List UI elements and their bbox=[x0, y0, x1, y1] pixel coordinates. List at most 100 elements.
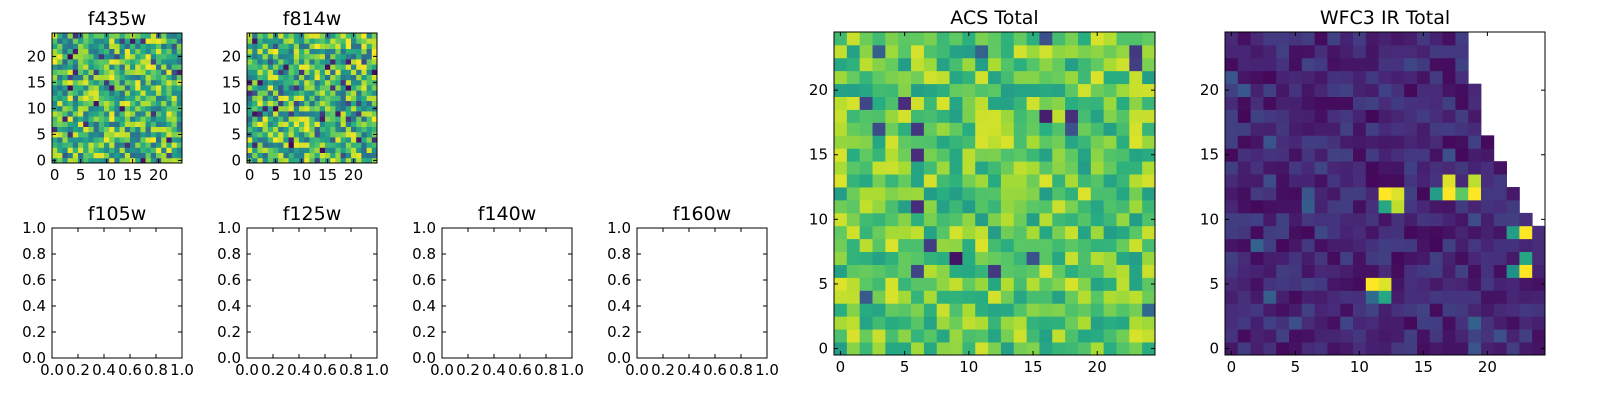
heatmap-cell bbox=[1353, 32, 1367, 46]
heatmap-cell bbox=[351, 105, 357, 112]
heatmap-cell bbox=[975, 212, 989, 227]
heatmap-cell bbox=[1391, 199, 1405, 214]
heatmap-cell bbox=[247, 74, 253, 81]
heatmap-cell bbox=[1000, 57, 1015, 72]
heatmap-cell bbox=[936, 187, 950, 201]
heatmap-cell bbox=[78, 74, 84, 81]
heatmap-cell bbox=[88, 43, 94, 49]
heatmap-cell bbox=[1116, 148, 1130, 162]
heatmap-cell bbox=[325, 64, 331, 70]
heatmap-cell bbox=[130, 137, 136, 143]
heatmap-cell bbox=[135, 137, 141, 143]
heatmap-cell bbox=[1013, 316, 1027, 330]
heatmap-cell bbox=[52, 137, 58, 143]
heatmap-cell bbox=[340, 152, 347, 159]
heatmap-cell bbox=[176, 116, 183, 122]
heatmap-cell bbox=[1289, 342, 1303, 356]
heatmap-cell bbox=[171, 111, 178, 117]
heatmap-cell bbox=[124, 111, 131, 117]
heatmap-cell bbox=[1289, 109, 1303, 123]
heatmap-cell bbox=[1237, 316, 1251, 330]
heatmap-cell bbox=[872, 316, 886, 330]
heatmap-cell bbox=[278, 48, 284, 55]
heatmap-cell bbox=[288, 95, 295, 101]
heatmap-cell bbox=[1455, 264, 1469, 278]
heatmap-cell bbox=[1455, 109, 1469, 123]
heatmap-cell bbox=[1455, 174, 1469, 188]
heatmap-cell bbox=[288, 137, 295, 143]
heatmap-cell bbox=[171, 116, 178, 122]
heatmap-cell bbox=[340, 74, 347, 81]
heatmap-cell bbox=[1065, 161, 1079, 175]
y-tick-label: 0.6 bbox=[607, 271, 631, 289]
heatmap-cell bbox=[314, 53, 321, 60]
heatmap-cell bbox=[988, 277, 1002, 291]
heatmap-cell bbox=[252, 157, 258, 164]
heatmap-cell bbox=[340, 85, 347, 91]
heatmap-cell bbox=[340, 147, 347, 153]
heatmap-cell bbox=[83, 137, 89, 143]
heatmap-cell bbox=[145, 64, 152, 70]
heatmap-cell bbox=[319, 74, 326, 81]
heatmap-cell bbox=[1301, 161, 1315, 175]
heatmap-cell bbox=[1103, 148, 1117, 162]
heatmap-cell bbox=[1378, 290, 1392, 304]
heatmap-cell bbox=[345, 116, 352, 122]
heatmap-cell bbox=[1276, 290, 1290, 304]
heatmap-cell bbox=[366, 53, 373, 60]
heatmap-cell bbox=[356, 69, 362, 75]
heatmap-cell bbox=[62, 100, 68, 107]
heatmap-cell bbox=[150, 95, 157, 101]
heatmap-cell bbox=[1039, 342, 1053, 356]
heatmap-cell bbox=[962, 187, 976, 201]
heatmap-cell bbox=[1493, 161, 1507, 175]
x-tick-label: 0.6 bbox=[703, 361, 727, 379]
heatmap-cell bbox=[1365, 238, 1379, 253]
heatmap-cell bbox=[1442, 161, 1456, 175]
heatmap-cell bbox=[1077, 199, 1092, 214]
heatmap-cell bbox=[1378, 199, 1392, 214]
heatmap-cell bbox=[962, 251, 976, 265]
heatmap-cell bbox=[135, 69, 141, 75]
heatmap-cell bbox=[1000, 148, 1015, 162]
heatmap-cell bbox=[109, 121, 115, 127]
heatmap-cell bbox=[1090, 148, 1105, 162]
heatmap-cell bbox=[299, 95, 305, 101]
heatmap-cell bbox=[319, 121, 326, 127]
heatmap-cell bbox=[988, 290, 1002, 304]
heatmap-cell bbox=[130, 126, 136, 133]
heatmap-cell bbox=[345, 85, 352, 91]
heatmap-cell bbox=[1116, 316, 1130, 330]
heatmap-cell bbox=[273, 147, 279, 153]
panel-title: f814w bbox=[283, 8, 342, 30]
heatmap-cell bbox=[898, 187, 912, 201]
heatmap-cell bbox=[1103, 32, 1117, 46]
heatmap-cell bbox=[1301, 96, 1315, 110]
heatmap-cell bbox=[962, 277, 976, 291]
heatmap-cell bbox=[273, 59, 279, 65]
heatmap-cell bbox=[72, 152, 79, 159]
heatmap-cell bbox=[304, 157, 310, 164]
heatmap-cell bbox=[911, 83, 925, 97]
heatmap-cell bbox=[335, 111, 341, 117]
heatmap-cell bbox=[361, 33, 367, 39]
heatmap-cell bbox=[366, 59, 373, 65]
heatmap-cell bbox=[319, 43, 326, 49]
heatmap-cell bbox=[314, 131, 321, 138]
heatmap-cell bbox=[1013, 251, 1027, 265]
heatmap-cell bbox=[988, 135, 1002, 149]
heatmap-cell bbox=[88, 59, 94, 65]
heatmap-cell bbox=[319, 64, 326, 70]
heatmap-cell bbox=[72, 105, 79, 112]
heatmap-cell bbox=[98, 157, 105, 164]
heatmap-cell bbox=[319, 142, 326, 148]
heatmap-cell bbox=[104, 85, 110, 91]
heatmap-cell bbox=[1039, 122, 1053, 136]
x-tick-label: 20 bbox=[1088, 358, 1107, 376]
heatmap-cell bbox=[257, 59, 263, 65]
heatmap-cell bbox=[351, 48, 357, 55]
heatmap-cell bbox=[1391, 277, 1405, 291]
heatmap-cell bbox=[304, 79, 310, 86]
heatmap-cell bbox=[1455, 57, 1469, 72]
heatmap-cell bbox=[1237, 277, 1251, 291]
